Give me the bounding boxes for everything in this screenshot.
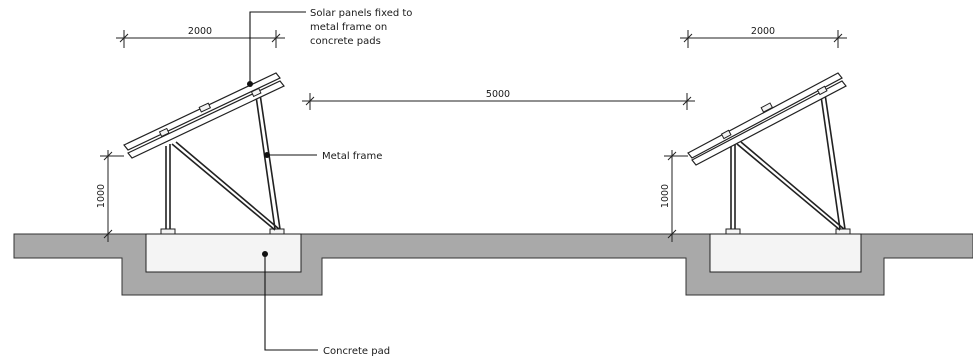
label-metal-frame: Metal frame xyxy=(322,151,382,162)
label-panels-line2: metal frame on xyxy=(310,22,387,33)
label-panels-line1: Solar panels fixed to xyxy=(310,8,412,19)
dimension-width-right xyxy=(680,30,847,48)
dim-label-width-right: 2000 xyxy=(751,26,775,37)
dimension-height-right xyxy=(664,150,688,242)
leader-pad xyxy=(262,251,318,351)
dimension-width-left xyxy=(116,30,285,48)
solar-assembly-right xyxy=(687,72,851,235)
dim-label-height-left: 1000 xyxy=(96,184,107,208)
concrete-pad-left xyxy=(145,233,302,273)
dim-label-row-spacing: 5000 xyxy=(486,89,510,100)
dimension-row-spacing xyxy=(302,93,695,110)
label-panels-line3: concrete pads xyxy=(310,36,381,47)
dim-label-width-left: 2000 xyxy=(188,26,212,37)
leader-panels xyxy=(247,11,306,87)
leader-frame xyxy=(264,152,317,158)
label-concrete-pad: Concrete pad xyxy=(323,346,390,357)
solar-assembly-left xyxy=(123,72,285,235)
dim-label-height-right: 1000 xyxy=(660,184,671,208)
dimension-height-left xyxy=(100,150,124,242)
concrete-pad-right xyxy=(709,233,862,273)
